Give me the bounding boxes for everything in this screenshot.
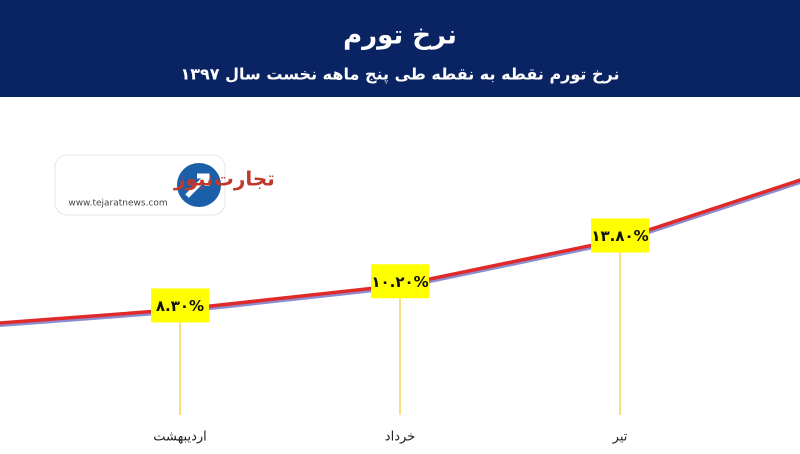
header-band: [0, 0, 800, 97]
value-label-box: [591, 218, 649, 253]
value-label-box: [151, 288, 209, 323]
value-label: ۸.۳۰%: [156, 297, 204, 315]
x-tick-label: اردیبهشت: [153, 430, 207, 445]
chart-subtitle: نرخ تورم نقطه به نقطه طی پنج ماهه نخست س…: [181, 65, 620, 85]
value-label: ۱۳.۸۰%: [591, 227, 648, 245]
value-label-box: [371, 264, 429, 299]
logo-name: تجارت‌نیوز: [173, 167, 275, 191]
chart-title: نرخ تورم: [343, 21, 457, 51]
value-label: ۱۰.۲۰%: [371, 273, 428, 291]
logo: تجارت‌نیوز www.tejaratnews.com: [54, 154, 275, 216]
x-tick-label: خرداد: [385, 430, 415, 445]
x-tick-label: تیر: [612, 430, 628, 445]
logo-url: www.tejaratnews.com: [68, 199, 167, 209]
logo-frame: [54, 154, 226, 216]
logo-arrow: [185, 173, 210, 198]
